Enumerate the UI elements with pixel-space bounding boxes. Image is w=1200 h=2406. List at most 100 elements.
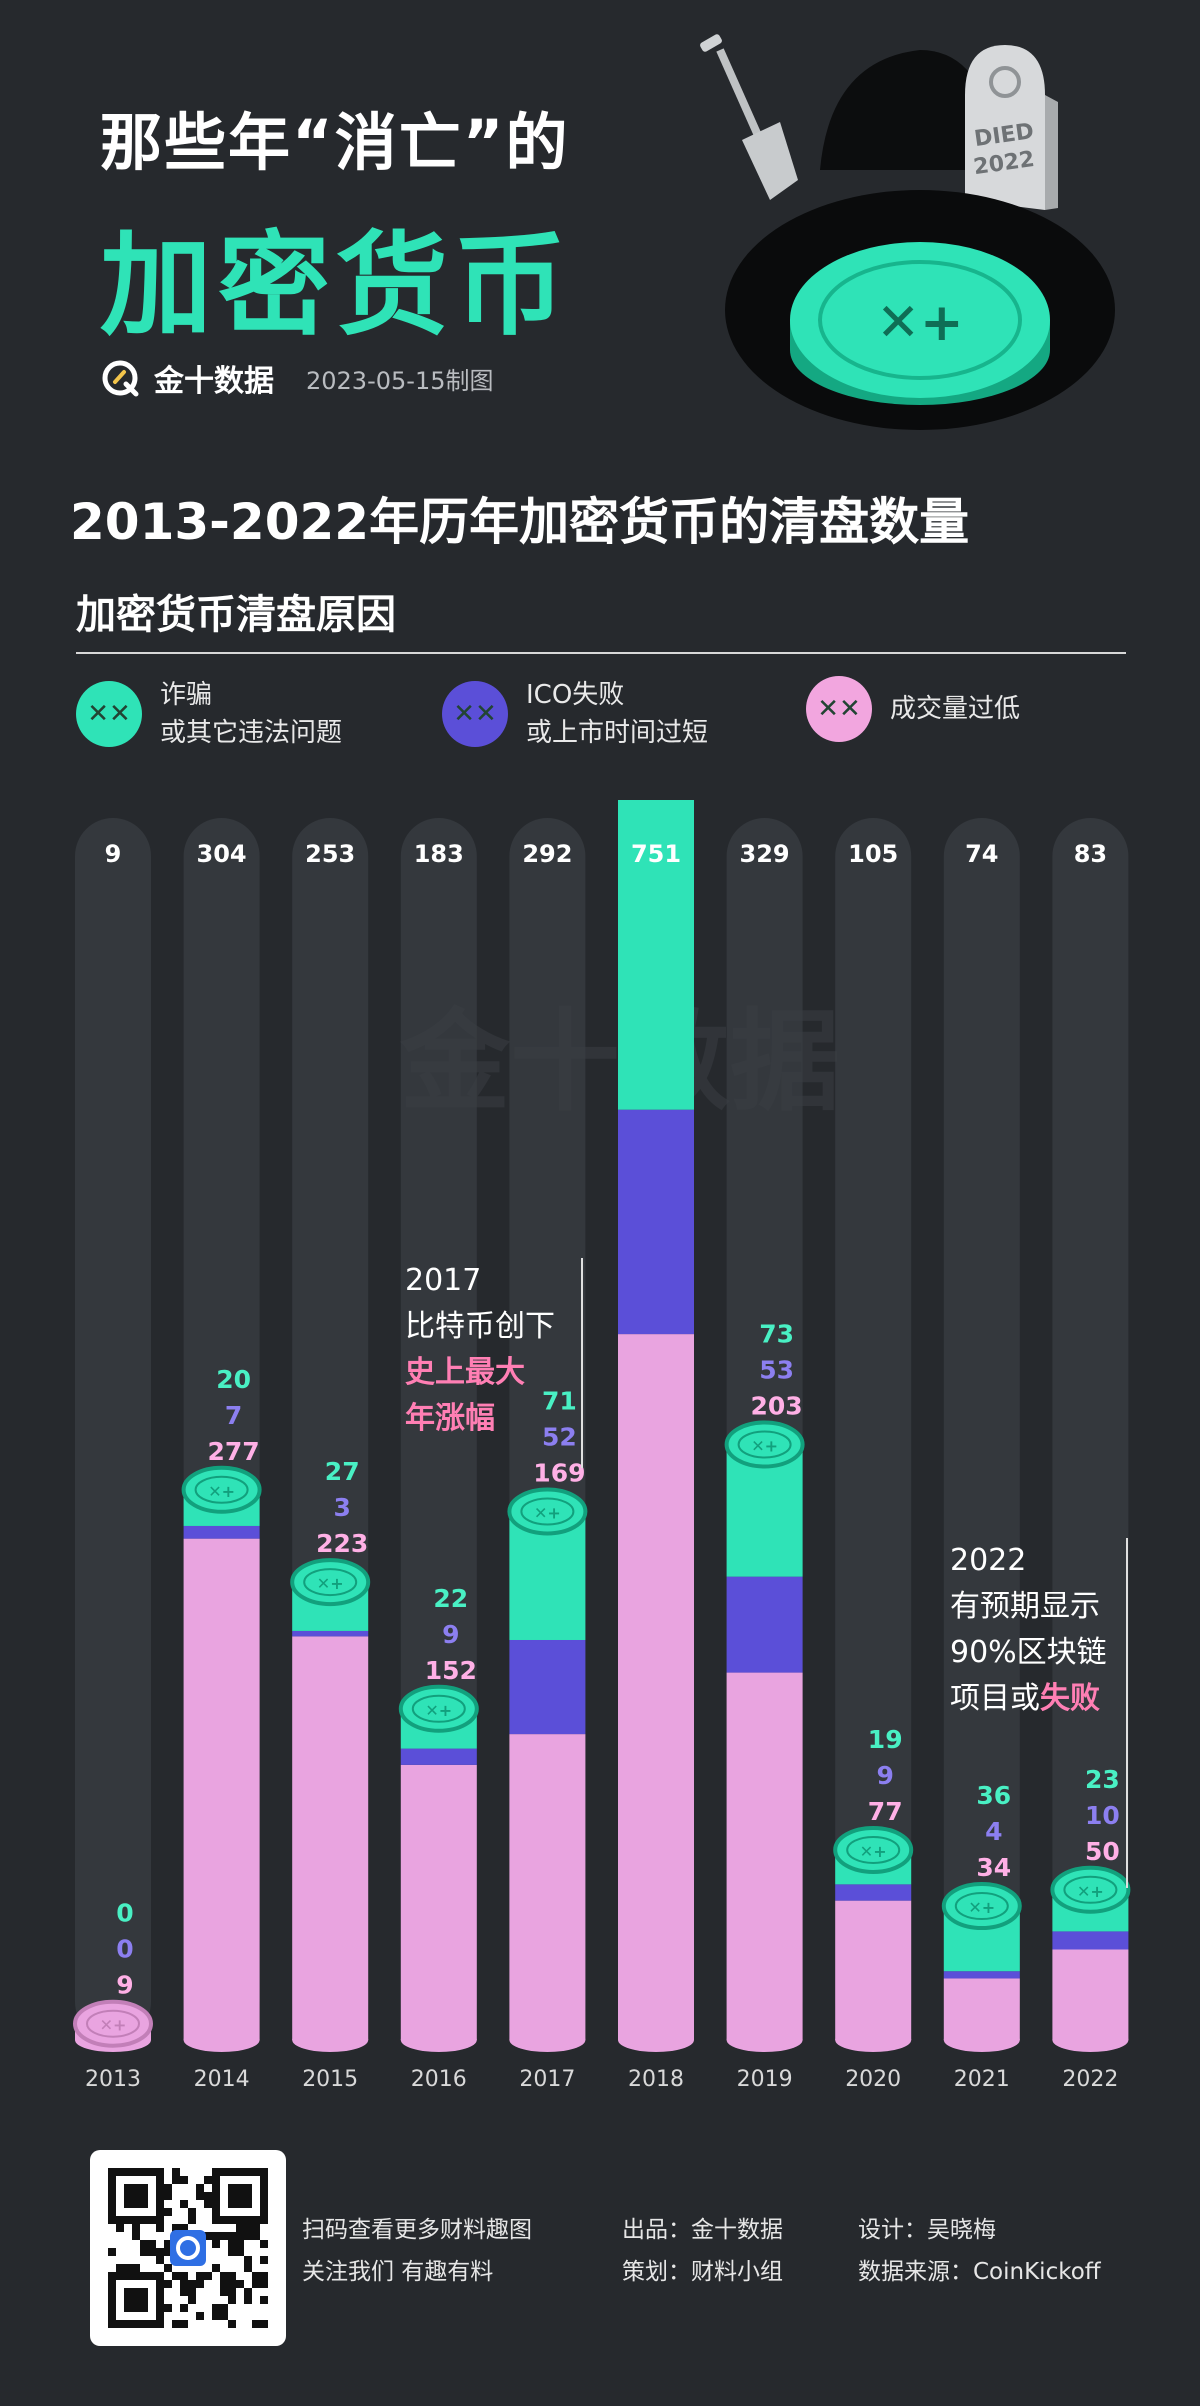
bar-coin-cap [941,1882,1022,1931]
bar-label-volume: 9 [116,1971,133,2000]
coin-glyph: ✕+ [1077,1882,1104,1901]
x-tick-label: 2019 [737,2067,793,2092]
bar-coin-cap [833,1825,914,1874]
brand: 金十数据 2023-05-15制图 [100,356,493,400]
tombstone-icon: DIED 2022 [965,45,1058,210]
bar-label-ico: 3 [333,1493,350,1522]
qr-caption-1: 扫码查看更多财料趣图 [302,2217,532,2243]
bar-segment-ico [943,1971,1020,1979]
bar-label-volume: 34 [976,1853,1011,1882]
bar-total-label: 304 [197,840,247,868]
dizzy-face-icon: ✕✕ [806,676,872,742]
bar-label-ico: 7 [225,1401,242,1430]
coin-glyph: ✕+ [534,1503,561,1522]
bar-label-fraud: 27 [325,1457,360,1486]
bar-label-fraud: 71 [542,1386,577,1415]
bar-label-fraud: 36 [976,1781,1011,1810]
bar-segment-ico [835,1884,912,1901]
bar-label-volume: 152 [425,1656,477,1685]
bar-segment-ico [400,1748,477,1765]
title-line-2: 加密货币 [100,221,572,351]
shovel-icon [700,34,798,200]
coin-icon: ✕+ [790,242,1050,405]
bar-base [1052,2028,1129,2052]
coin-ring [954,1892,1009,1921]
bar-total-label: 9 [105,840,122,868]
bar-label-ico: 0 [116,1935,133,1964]
dizzy-face-icon: ✕✕ [442,681,508,747]
bar-label-volume: 223 [316,1529,368,1558]
qr-code[interactable] [90,2150,286,2346]
coin-glyph: ✕+ [100,2016,127,2035]
bar-label-ico: 52 [542,1422,577,1451]
planner: 策划：财料小组 [622,2259,783,2285]
bar-segment-volume [1052,1949,1129,2040]
bar-label-ico: 4 [985,1817,1002,1846]
bar-segment-volume [509,1734,586,2040]
bar-track [75,818,151,2040]
brand-logo-icon [102,360,139,397]
legend-item-fraud: ✕✕ 诈骗 或其它违法问题 [76,676,342,752]
bar-label-fraud: 0 [116,1899,133,1928]
grave-illustration: DIED 2022 ✕+ [700,34,1115,430]
bar-segment-volume [835,1900,912,2040]
chart-date: 2023-05-15制图 [306,366,494,395]
stacked-bar-chart: 金十数据 ✕+✕+✕+✕+✕+✕+✕+✕+✕+✕+ 90092013304207… [73,800,1131,2092]
qr-caption-2: 关注我们 有趣有料 [302,2259,494,2285]
bar-segment-volume [292,1636,369,2040]
bar-coin-cap [290,1558,371,1607]
bar-label-fraud: 20 [216,1365,251,1394]
bar-label-volume: 77 [868,1797,903,1826]
footer: 扫码查看更多财料趣图 关注我们 有趣有料 出品：金十数据 策划：财料小组 设计：… [0,2140,1200,2346]
bar-track [943,818,1020,2040]
legend-title: 加密货币清盘原因 [76,592,396,638]
coin-glyph: ✕+ [425,1701,452,1720]
coin-ring [520,1497,575,1526]
x-tick-label: 2017 [519,2067,575,2092]
bar-track [1052,818,1129,2040]
coin-ring [846,1835,901,1864]
bar-coin-cap [73,1999,153,2048]
bar-segment-volume [183,1538,260,2040]
x-tick-label: 2014 [194,2067,250,2092]
bar-segment-volume [726,1672,803,2040]
coin-glyph: ✕+ [860,1842,887,1861]
bar-label-volume: 277 [208,1437,260,1466]
coin-glyph: ✕+ [968,1898,995,1917]
bar-track [835,818,912,2040]
title-line-1: 那些年“消亡”的 [100,106,570,179]
bar-label-fraud: 73 [759,1320,794,1349]
bar-total-label: 74 [965,840,998,868]
bar-label-volume: 203 [751,1392,803,1421]
bar-segment-volume [400,1764,477,2040]
bar-label-ico: 9 [876,1761,893,1790]
legend-item-ico: ✕✕ ICO失败 或上市时间过短 [442,676,708,752]
bar-segment-ico [183,1525,260,1539]
producer: 出品：金十数据 [622,2217,783,2243]
bar-segment-ico [726,1576,803,1673]
bar-base [835,2028,912,2052]
bar-total-label: 329 [740,840,790,868]
coin-glyph: ✕+ [317,1574,344,1593]
bar-total-label: 105 [848,840,898,868]
chart-subtitle: 2013-2022年历年加密货币的清盘数量 [70,493,970,551]
bar-coin-cap [507,1487,588,1536]
bar-total-label: 292 [522,840,572,868]
bar-total-label: 751 [631,840,681,868]
bar-coin-cap [724,1420,805,1469]
bar-coin-cap [1050,1865,1131,1914]
svg-text:✕+: ✕+ [876,293,963,353]
coin-ring [194,1475,249,1504]
bar-base [400,2028,477,2052]
designer: 设计：吴晓梅 [858,2217,996,2243]
bar-base [509,2028,586,2052]
bar-segment-ico [618,1109,694,1335]
bar-label-fraud: 23 [1085,1765,1120,1794]
x-tick-label: 2021 [954,2067,1010,2092]
bar-segment-ico [292,1630,369,1637]
bar-coin-cap [181,1465,262,1514]
bar-label-fraud: 22 [433,1584,468,1613]
brand-name: 金十数据 [154,364,274,399]
legend-item-volume: ✕✕ 成交量过低 [806,676,1020,742]
bar-label-ico: 53 [759,1356,794,1385]
